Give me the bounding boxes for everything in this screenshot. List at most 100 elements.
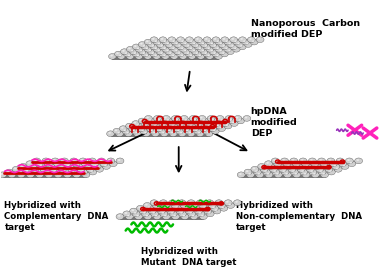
Circle shape (214, 38, 216, 40)
Circle shape (151, 131, 159, 137)
Circle shape (203, 37, 211, 43)
Circle shape (196, 45, 199, 47)
Circle shape (160, 200, 167, 206)
Circle shape (208, 40, 210, 42)
Circle shape (190, 48, 192, 49)
Circle shape (155, 205, 163, 211)
Circle shape (152, 52, 154, 54)
Circle shape (81, 170, 84, 172)
Circle shape (164, 204, 166, 206)
Circle shape (170, 38, 172, 40)
Circle shape (178, 45, 181, 47)
Circle shape (246, 170, 248, 172)
Circle shape (117, 132, 120, 134)
Circle shape (40, 166, 48, 172)
Circle shape (206, 53, 213, 59)
Circle shape (278, 165, 281, 167)
Circle shape (302, 172, 310, 178)
Circle shape (145, 215, 148, 217)
Circle shape (203, 128, 210, 134)
Circle shape (51, 158, 59, 164)
Circle shape (53, 159, 56, 161)
Circle shape (151, 211, 159, 217)
Circle shape (83, 162, 86, 164)
Circle shape (185, 207, 187, 208)
Circle shape (161, 201, 164, 203)
Circle shape (187, 131, 195, 137)
Circle shape (88, 158, 96, 164)
Circle shape (86, 166, 94, 172)
Circle shape (219, 118, 226, 124)
Circle shape (109, 53, 116, 59)
Circle shape (176, 128, 183, 134)
Circle shape (73, 172, 81, 178)
Circle shape (211, 205, 219, 211)
Circle shape (208, 48, 210, 49)
Circle shape (169, 52, 172, 54)
Circle shape (221, 44, 228, 50)
Circle shape (45, 161, 52, 167)
Circle shape (141, 44, 149, 50)
Circle shape (72, 159, 74, 161)
Circle shape (234, 116, 242, 121)
Circle shape (153, 132, 156, 134)
Circle shape (218, 126, 226, 132)
Circle shape (93, 164, 101, 169)
Circle shape (149, 50, 151, 52)
Circle shape (297, 166, 305, 172)
Circle shape (195, 121, 203, 126)
Circle shape (205, 45, 207, 47)
Circle shape (341, 162, 343, 164)
Polygon shape (3, 175, 86, 178)
Circle shape (217, 48, 219, 49)
Circle shape (155, 117, 158, 118)
Circle shape (175, 127, 177, 129)
Circle shape (204, 208, 212, 214)
Circle shape (150, 209, 152, 211)
Circle shape (266, 162, 269, 164)
Circle shape (300, 169, 308, 175)
Circle shape (209, 117, 212, 118)
Circle shape (244, 169, 252, 175)
Circle shape (26, 161, 34, 167)
Circle shape (97, 158, 106, 164)
Circle shape (159, 44, 167, 50)
Circle shape (191, 117, 194, 118)
Circle shape (178, 122, 181, 124)
Circle shape (146, 126, 154, 132)
Circle shape (285, 164, 293, 169)
Circle shape (159, 51, 167, 57)
Circle shape (208, 202, 216, 208)
Circle shape (201, 118, 209, 124)
Circle shape (153, 116, 161, 121)
Circle shape (169, 209, 171, 211)
Circle shape (190, 202, 197, 208)
Circle shape (62, 159, 65, 161)
Circle shape (227, 42, 235, 47)
Text: Nanoporous  Carbon
modified DEP: Nanoporous Carbon modified DEP (251, 19, 360, 39)
Circle shape (162, 202, 170, 208)
Circle shape (255, 170, 258, 172)
Circle shape (173, 126, 181, 132)
Circle shape (185, 51, 193, 57)
Circle shape (7, 170, 10, 172)
Circle shape (194, 208, 203, 214)
Circle shape (74, 162, 77, 164)
Circle shape (196, 38, 199, 40)
Circle shape (146, 48, 148, 49)
Circle shape (322, 162, 325, 164)
Circle shape (148, 127, 151, 129)
Circle shape (162, 39, 170, 45)
Circle shape (65, 173, 68, 175)
Circle shape (235, 201, 238, 203)
Circle shape (347, 159, 350, 161)
Circle shape (60, 167, 63, 169)
Circle shape (167, 50, 169, 52)
Circle shape (239, 119, 241, 121)
Circle shape (131, 50, 134, 52)
Circle shape (196, 200, 204, 206)
Circle shape (119, 126, 127, 132)
Circle shape (285, 162, 287, 164)
Circle shape (249, 38, 252, 40)
Circle shape (227, 117, 230, 118)
